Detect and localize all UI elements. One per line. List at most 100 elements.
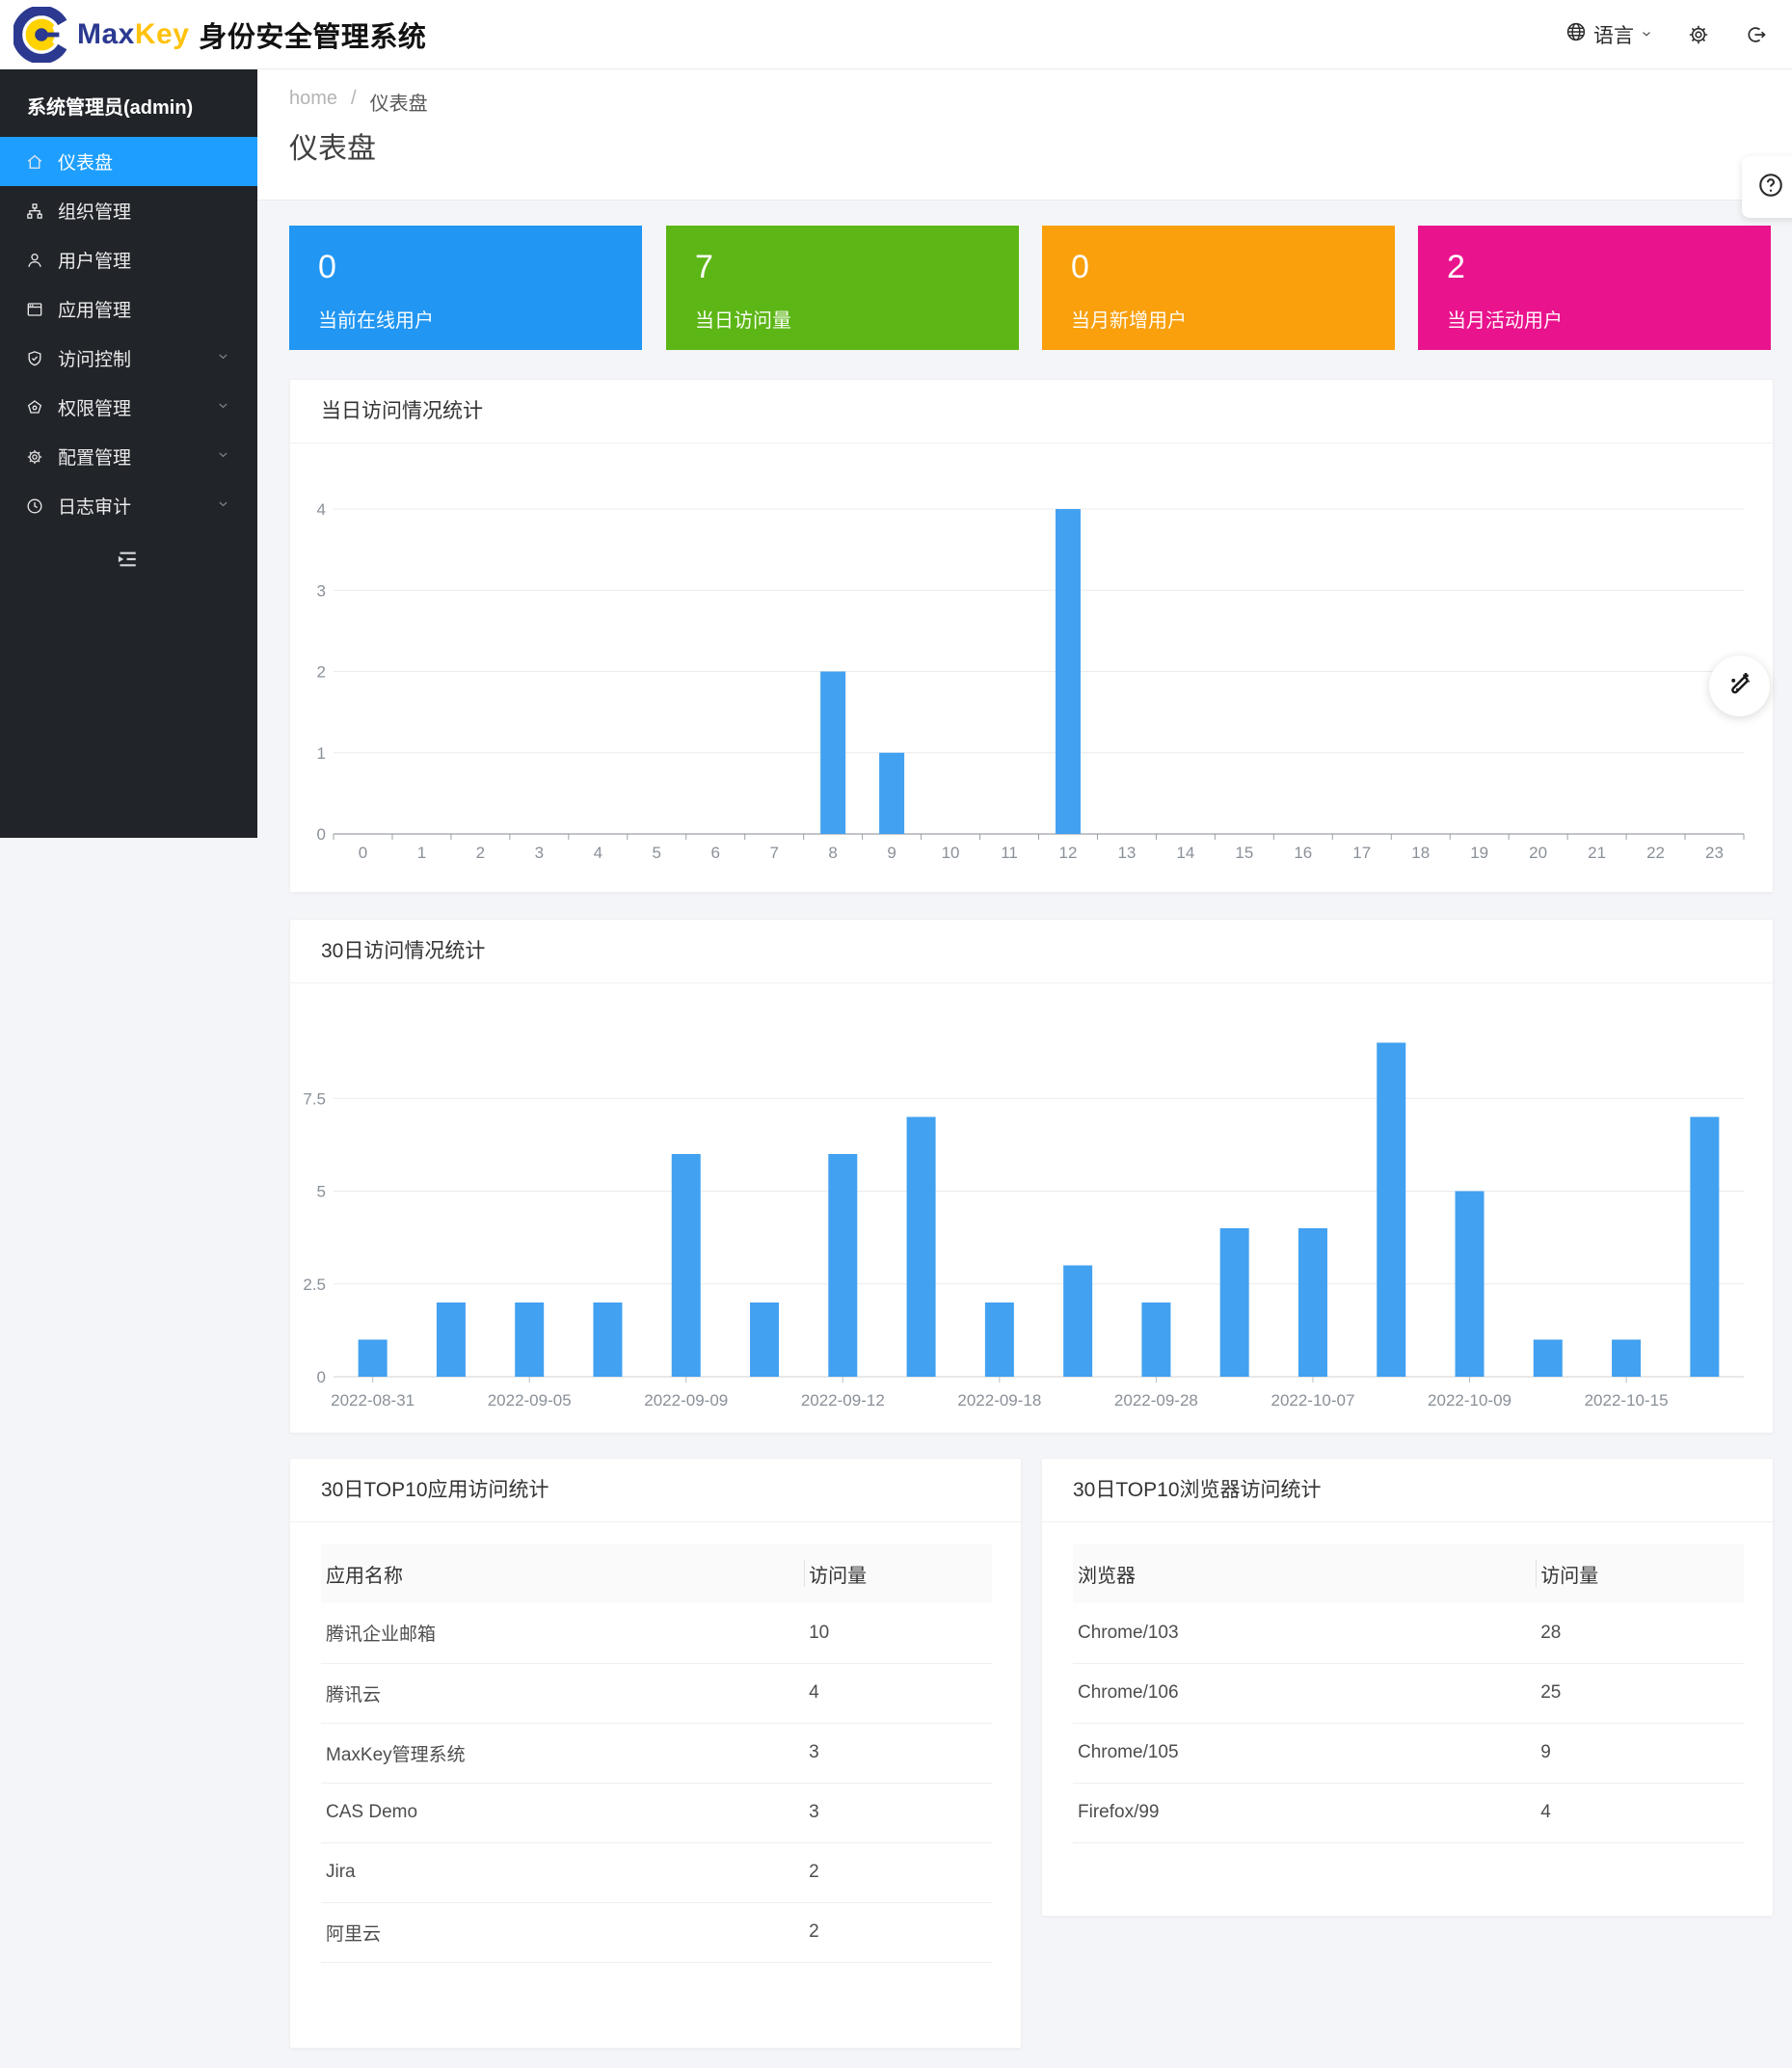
svg-text:4: 4 xyxy=(317,500,326,519)
sidebar-item-dashboard[interactable]: 仪表盘 xyxy=(0,137,257,186)
sidebar: 系统管理员(admin) 仪表盘组织管理 用户管理应用管理访问控制权限管理配置管理… xyxy=(0,68,257,838)
table-row: Chrome/105 9 xyxy=(1073,1723,1744,1784)
svg-text:0: 0 xyxy=(317,1368,326,1386)
svg-text:2: 2 xyxy=(476,844,485,862)
cell: Firefox/99 xyxy=(1073,1783,1537,1843)
sidebar-item-label: 权限管理 xyxy=(58,399,132,419)
cell: 9 xyxy=(1536,1723,1744,1784)
svg-text:9: 9 xyxy=(887,844,896,862)
top10-apps-table: 应用名称 访问量 腾讯企业邮箱 10 腾讯云 4 MaxKey管理系统 3 CAS Demo 3 J… xyxy=(321,1544,992,1963)
chevron-down-icon xyxy=(1640,23,1653,46)
sidebar-item-apps[interactable]: 应用管理 xyxy=(0,284,257,334)
cell: Chrome/103 xyxy=(1073,1603,1537,1664)
svg-text:0: 0 xyxy=(317,825,326,844)
svg-text:2: 2 xyxy=(317,663,326,682)
user-icon xyxy=(25,251,44,270)
app-header: Max Key 身份安全管理系统 语言 xyxy=(0,0,1792,69)
svg-text:23: 23 xyxy=(1705,844,1724,862)
svg-text:10: 10 xyxy=(942,844,960,862)
chevron-down-icon xyxy=(216,348,230,369)
app-icon xyxy=(25,300,44,319)
sidebar-item-audit-log[interactable]: 日志审计 xyxy=(0,481,257,530)
bar-2022-09-18 xyxy=(984,1303,1014,1377)
bar-2022-09-09 xyxy=(671,1154,701,1377)
cell: 25 xyxy=(1536,1663,1744,1724)
svg-text:2022-10-09: 2022-10-09 xyxy=(1428,1391,1511,1410)
sidebar-collapse-button[interactable] xyxy=(109,544,144,575)
language-menu[interactable]: 语言 xyxy=(1565,20,1653,49)
bar-1 xyxy=(436,1303,466,1377)
brand-max: Max xyxy=(77,17,135,50)
stat-card-value: 2 xyxy=(1447,249,1465,285)
cell: 4 xyxy=(804,1663,992,1724)
sidebar-item-permissions[interactable]: 权限管理 xyxy=(0,383,257,432)
svg-text:3: 3 xyxy=(535,844,544,862)
sidebar-item-label: 访问控制 xyxy=(58,350,132,370)
table-row: Chrome/106 25 xyxy=(1073,1663,1744,1724)
org-icon xyxy=(25,201,44,221)
cell: MaxKey管理系统 xyxy=(321,1723,805,1784)
shield-check-icon xyxy=(25,349,44,368)
column-header: 访问量 xyxy=(804,1544,992,1603)
brand-suffix: 身份安全管理系统 xyxy=(199,21,427,53)
sidebar-item-access-control[interactable]: 访问控制 xyxy=(0,334,257,383)
svg-text:11: 11 xyxy=(1001,844,1018,862)
sidebar-menu: 仪表盘组织管理 用户管理应用管理访问控制权限管理配置管理日志审计 xyxy=(0,137,257,530)
bar-2022-10-09 xyxy=(1455,1191,1484,1377)
sidebar-item-label: 日志审计 xyxy=(58,497,132,518)
svg-text:1: 1 xyxy=(417,844,426,862)
magic-wand-icon xyxy=(1725,669,1754,703)
bar-17 xyxy=(1690,1116,1720,1377)
svg-text:17: 17 xyxy=(1352,844,1371,862)
svg-text:19: 19 xyxy=(1470,844,1488,862)
chevron-down-icon xyxy=(216,397,230,418)
stat-card-month-new-users: 0 当月新增用户 xyxy=(1042,226,1395,350)
column-header: 浏览器 xyxy=(1073,1544,1537,1603)
help-button[interactable] xyxy=(1742,156,1792,218)
sidebar-item-config[interactable]: 配置管理 xyxy=(0,432,257,481)
panel-30day-visits-chart: 30日访问情况统计 0 2.5 5 7.5 2022-08-31 2022-09-05 20… xyxy=(289,919,1774,1434)
bar-2022-08-31 xyxy=(358,1339,388,1377)
cell: 4 xyxy=(1536,1783,1744,1843)
svg-text:15: 15 xyxy=(1235,844,1253,862)
panel-title: 30日TOP10浏览器访问统计 xyxy=(1042,1459,1773,1522)
sidebar-item-label: 应用管理 xyxy=(58,301,132,321)
stat-card-value: 0 xyxy=(318,249,336,285)
stat-card-label: 当月活动用户 xyxy=(1447,310,1563,332)
theme-wand-button[interactable] xyxy=(1709,656,1770,716)
maxkey-logo-icon xyxy=(13,6,69,63)
bar-2022-09-28 xyxy=(1141,1303,1171,1377)
bar-13 xyxy=(1377,1042,1406,1377)
page-title: 仪表盘 xyxy=(289,133,376,165)
cell: Chrome/105 xyxy=(1073,1723,1537,1784)
settings-button[interactable] xyxy=(1686,22,1711,47)
chevron-down-icon xyxy=(216,446,230,468)
panel-today-visits-chart: 当日访问情况统计 0 1 2 3 4 0 1 2 3 4 5 6 7 8 9 10 11 12 13 14 15 16 17… xyxy=(289,379,1774,893)
bar-7 xyxy=(906,1116,936,1377)
logout-button[interactable] xyxy=(1744,22,1769,47)
svg-text:2022-09-28: 2022-09-28 xyxy=(1114,1391,1198,1410)
stat-card-today-visits: 7 当日访问量 xyxy=(666,226,1019,350)
cell: 3 xyxy=(804,1723,992,1784)
panel-title: 当日访问情况统计 xyxy=(290,380,1773,443)
table-row: 阿里云 2 xyxy=(321,1902,992,1963)
question-icon xyxy=(1757,172,1784,203)
svg-text:7: 7 xyxy=(769,844,778,862)
sidebar-item-label: 仪表盘 xyxy=(58,153,114,174)
bar-2022-10-07 xyxy=(1297,1228,1327,1377)
sidebar-item-organization[interactable]: 组织管理 xyxy=(0,186,257,235)
stat-card-month-active-users: 2 当月活动用户 xyxy=(1418,226,1771,350)
breadcrumb: home / 仪表盘 xyxy=(289,88,428,116)
bar-11 xyxy=(1219,1228,1249,1377)
admin-label: 系统管理员(admin) xyxy=(27,97,194,119)
sidebar-item-users[interactable]: 用户管理 xyxy=(0,235,257,284)
brand-key: Key xyxy=(134,17,190,50)
table-row: Jira 2 xyxy=(321,1842,992,1903)
pentagon-icon xyxy=(25,398,44,417)
cell: 10 xyxy=(804,1603,992,1664)
svg-text:5: 5 xyxy=(653,844,661,862)
top10-browsers-table: 浏览器 访问量 Chrome/103 28 Chrome/106 25 Chrome/105… xyxy=(1073,1544,1744,1843)
svg-text:2022-09-09: 2022-09-09 xyxy=(644,1391,728,1410)
cell: 2 xyxy=(804,1842,992,1903)
breadcrumb-home[interactable]: home xyxy=(289,88,338,109)
